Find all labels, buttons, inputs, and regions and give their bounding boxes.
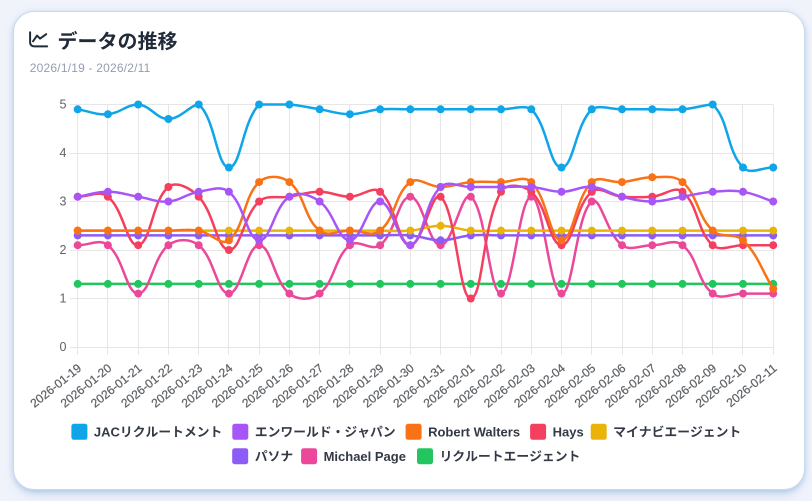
svg-text:JAC: JAC [94, 424, 121, 439]
svg-text:Michael Page: Michael Page [324, 449, 406, 464]
svg-text:Robert Walters: Robert Walters [428, 424, 520, 439]
svg-text:4: 4 [60, 146, 67, 160]
svg-text:5: 5 [60, 98, 67, 112]
svg-text:1: 1 [60, 292, 67, 306]
svg-text:2: 2 [60, 243, 67, 257]
svg-text:3: 3 [60, 195, 67, 209]
svg-text:Hays: Hays [553, 424, 584, 439]
svg-text:2026/1/19 - 2026/2/11: 2026/1/19 - 2026/2/11 [30, 61, 151, 75]
svg-text:0: 0 [60, 340, 67, 354]
